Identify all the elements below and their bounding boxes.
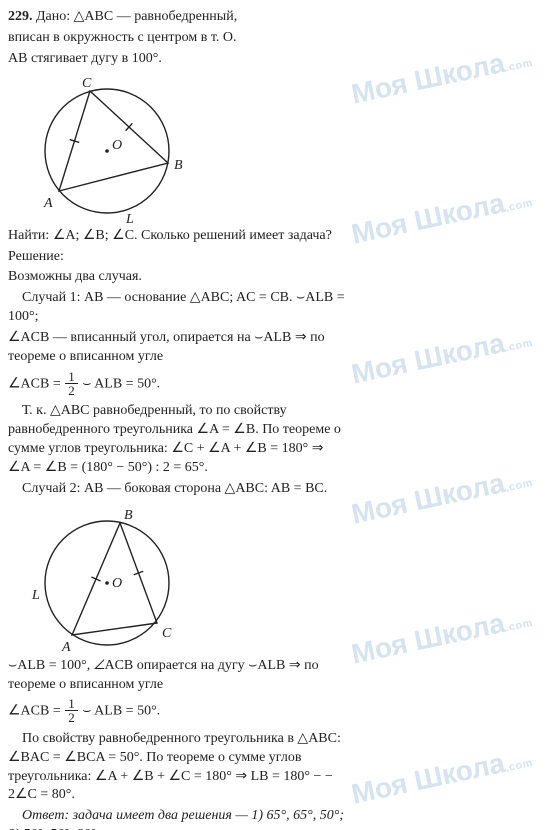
figure-2-svg: A B C L O [22,503,192,653]
case1-formula-lhs: ∠ACB = [8,376,61,391]
case2-line3: По свойству равнобедренного треугольника… [8,730,348,806]
svg-text:B: B [174,158,183,173]
svg-text:C: C [82,76,92,91]
case1-formula: ∠ACB = 1 2 ⌣ ALB = 50°. [8,370,348,398]
frac2-den: 2 [65,711,78,725]
case2-formula-lhs: ∠ACB = [8,704,61,719]
svg-text:A: A [43,196,53,211]
case2-line1: Случай 2: AB — боковая сторона △ABC: AB … [8,480,348,499]
case2-formula-rhs: ⌣ ALB = 50°. [82,704,160,719]
case2-formula: ∠ACB = 1 2 ⌣ ALB = 50°. [8,697,348,725]
frac2-num: 1 [65,697,78,711]
svg-text:O: O [112,138,122,153]
problem-number: 229. [8,9,33,24]
frac1-den: 2 [65,384,78,398]
svg-text:O: O [112,576,122,591]
svg-text:L: L [125,212,134,223]
problem-given-line3: AB стягивает дугу в 100°. [8,50,348,69]
watermark-item: Моя Школа.com [349,321,535,390]
solution-label: Решение: [8,248,348,267]
case1-line2: ∠ACB — вписанный угол, опирается на ⌣ALB… [8,329,348,367]
figure-1-svg: A B C L O [22,73,192,223]
case2-line2: ⌣ALB = 100°, ∠ACB опирается на дугу ⌣ALB… [8,657,348,695]
fraction-2: 1 2 [65,697,78,725]
case1-line3: Т. к. △ABC равнобедренный, то по свойств… [8,402,348,478]
case1-line1: Случай 1: AB — основание △ABC; AC = CB. … [8,289,348,327]
frac1-num: 1 [65,370,78,384]
svg-text:A: A [61,640,71,653]
watermark-item: Моя Школа.com [349,741,535,810]
answer-text: Ответ: задача имеет два решения — 1) 65°… [8,808,344,830]
problem-given-line1: 229. Дано: △ABC — равнобедренный, [8,8,348,27]
figure-2: A B C L O [22,503,550,653]
case1-formula-rhs: ⌣ ALB = 50°. [82,376,160,391]
problem-given-line2: вписан в окружность с центром в т. O. [8,29,348,48]
answer-line: Ответ: задача имеет два решения — 1) 65°… [8,807,348,830]
find-line: Найти: ∠A; ∠B; ∠C. Сколько решений имеет… [8,227,348,246]
svg-text:C: C [162,626,172,641]
figure-1: A B C L O [22,73,550,223]
given-text-1: Дано: △ABC — равнобедренный, [36,9,237,24]
svg-text:B: B [124,508,133,523]
svg-text:L: L [31,588,40,603]
fraction-1: 1 2 [65,370,78,398]
two-cases: Возможны два случая. [8,268,348,287]
page: Моя Школа.comМоя Школа.comМоя Школа.comМ… [0,0,558,830]
